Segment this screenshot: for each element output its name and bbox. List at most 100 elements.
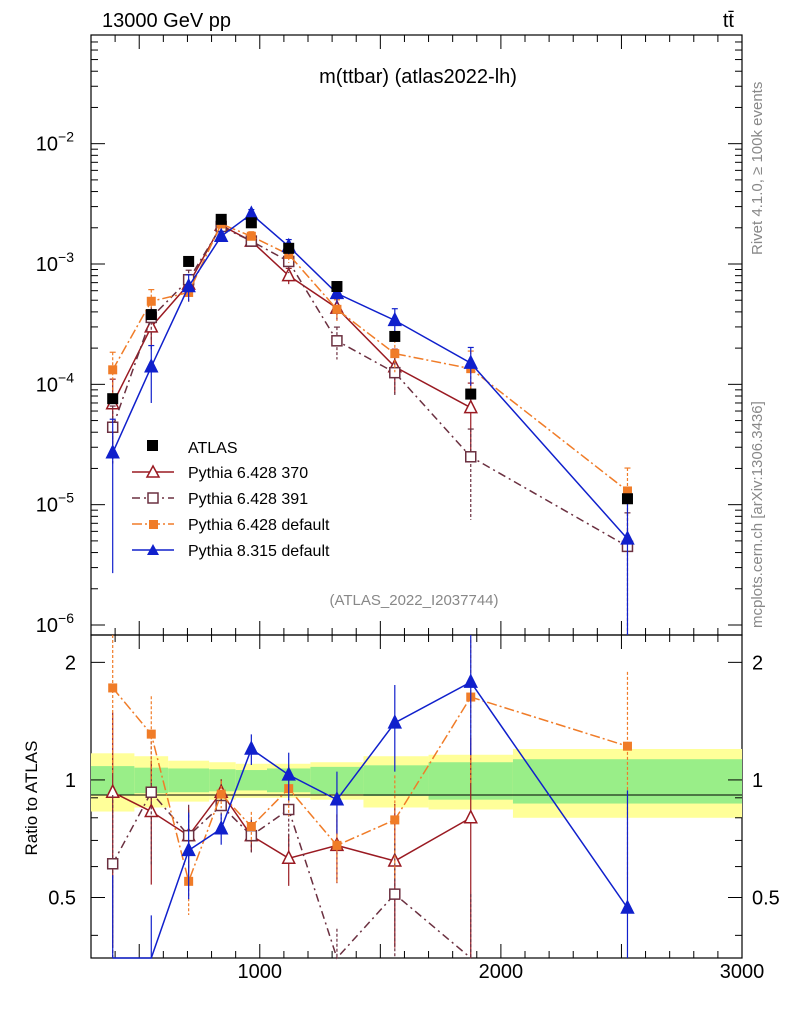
ratio-tick-label-right: 2 <box>752 652 763 674</box>
atlas-data-point <box>621 493 633 505</box>
series-layer <box>105 205 635 960</box>
data-point <box>463 398 478 414</box>
ratio-band-inner <box>168 768 210 793</box>
data-point <box>329 284 345 300</box>
y-tick-label: 10−3 <box>36 249 74 276</box>
data-point <box>620 530 635 545</box>
legend-label-pythia6-default: Pythia 6.428 default <box>188 517 330 534</box>
atlas-data-point <box>283 242 295 254</box>
series-line <box>112 213 629 540</box>
legend: ATLAS Pythia 6.428 370 Pythia 6.428 391 … <box>132 440 330 560</box>
ratio-point <box>622 741 632 751</box>
atlas-data-point <box>465 388 477 400</box>
ratio-line <box>112 790 472 960</box>
y-tick-label: 10−6 <box>36 610 74 637</box>
data-point <box>331 335 343 347</box>
data-point <box>387 311 403 327</box>
data-point <box>390 349 400 359</box>
legend-marker-pythia8-default <box>147 544 159 555</box>
x-tick-label: 1000 <box>238 961 283 983</box>
ratio-line <box>112 681 629 959</box>
data-point <box>622 486 632 496</box>
ratio-band-inner <box>235 770 268 791</box>
ratio-band-inner <box>209 769 236 792</box>
rivet-version-label: Rivet 4.1.0, ≥ 100k events <box>749 82 766 255</box>
legend-marker-pythia6-370 <box>145 464 161 478</box>
analysis-id-label: (ATLAS_2022_I2037744) <box>329 592 498 609</box>
data-point <box>144 358 159 373</box>
atlas-data-point <box>107 393 119 405</box>
series-line <box>111 225 628 548</box>
legend-label-pythia8-default: Pythia 8.315 default <box>188 543 330 560</box>
x-tick-label: 3000 <box>720 961 765 983</box>
y-tick-label: 10−2 <box>36 129 74 156</box>
x-tick-label: 2000 <box>479 961 524 983</box>
data-point <box>108 365 118 375</box>
legend-label-pythia6-391: Pythia 6.428 391 <box>188 491 308 508</box>
data-point <box>244 205 259 220</box>
series-3 <box>105 205 635 635</box>
ratio-line <box>112 687 628 884</box>
ratio-point <box>213 820 229 835</box>
atlas-data <box>107 213 633 505</box>
ratio-tick-label-right: 1 <box>752 770 763 792</box>
header-process-label: tt̄ <box>723 10 735 32</box>
legend-marker-pythia6-default <box>149 520 158 529</box>
legend-entry-pythia6-391: Pythia 6.428 391 <box>132 491 308 508</box>
legend-entry-pythia6-370: Pythia 6.428 370 <box>132 464 308 482</box>
plot-title: m(ttbar) (atlas2022-lh) <box>319 66 517 88</box>
ratio-point <box>329 791 345 806</box>
ratio-point <box>332 840 342 850</box>
ratio-point <box>108 683 118 693</box>
ratio-point <box>390 815 400 825</box>
ratio-point <box>620 899 635 914</box>
ratio-point <box>463 673 478 688</box>
atlas-data-point <box>215 213 227 225</box>
data-point <box>465 451 477 463</box>
header-energy-label: 13000 GeV pp <box>102 10 231 32</box>
ratio-y-axis-label: Ratio to ATLAS <box>22 741 41 856</box>
atlas-data-point <box>183 255 195 267</box>
legend-label-atlas: ATLAS <box>188 440 238 457</box>
mcplots-label: mcplots.cern.ch [arXiv:1306.3436] <box>749 401 766 628</box>
atlas-data-point <box>331 281 343 293</box>
y-tick-label: 10−4 <box>36 369 74 396</box>
y-tick-label: 10−5 <box>36 490 74 517</box>
data-point <box>181 277 196 293</box>
data-point <box>105 444 120 459</box>
legend-label-pythia6-370: Pythia 6.428 370 <box>188 465 308 482</box>
ratio-point <box>282 803 295 816</box>
ratio-point <box>463 809 478 824</box>
ratio-point <box>181 841 196 857</box>
data-point <box>281 266 296 282</box>
atlas-data-point <box>389 330 401 342</box>
axis-ticks: 1000 2000 3000 10−2 10−3 10−4 10−5 10−6 2 2 1 1 0.5 0… <box>36 34 780 983</box>
ratio-tick-label-right: 0.5 <box>752 888 780 910</box>
data-point <box>332 304 342 314</box>
data-point <box>389 366 401 379</box>
ratio-point <box>216 789 226 799</box>
ratio-tick-label: 2 <box>65 652 76 674</box>
ratio-point <box>281 766 296 781</box>
ratio-tick-label: 0.5 <box>48 888 76 910</box>
ratio-point <box>281 849 296 865</box>
atlas-data-point <box>245 217 257 229</box>
series-line <box>112 223 628 492</box>
ratio-tick-label: 1 <box>65 770 76 792</box>
ratio-point <box>106 858 119 870</box>
legend-marker-pythia6-391 <box>147 492 159 504</box>
data-point <box>213 227 229 243</box>
atlas-data-point <box>145 309 157 321</box>
ratio-series-3 <box>112 635 635 959</box>
ratio-point <box>389 888 401 900</box>
data-point <box>246 231 256 241</box>
legend-entry-pythia8-default: Pythia 8.315 default <box>132 543 330 560</box>
data-point <box>284 249 294 259</box>
data-point <box>146 296 156 306</box>
ratio-series-0 <box>105 712 478 958</box>
legend-entry-pythia6-default: Pythia 6.428 default <box>132 517 330 534</box>
ratio-point <box>145 786 158 798</box>
ratio-point <box>246 821 256 831</box>
ratio-band-inner <box>363 765 429 796</box>
